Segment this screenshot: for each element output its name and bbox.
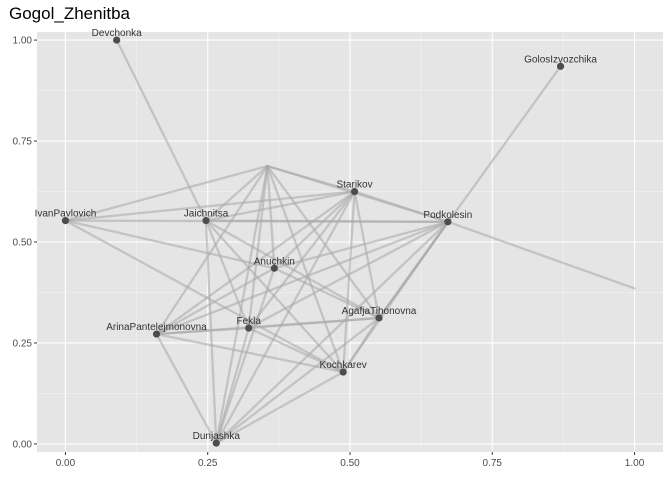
- grid-major: [37, 32, 663, 452]
- edge-Podkolesin-Anuchkin: [273, 220, 450, 270]
- node-GolosIzvozchika: [556, 62, 565, 70]
- node-label-Jaichnitsa: Jaichnitsa: [184, 209, 229, 220]
- edge-Podkolesin-Fekla: [247, 220, 450, 330]
- x-tick-label: 0.50: [340, 458, 360, 469]
- y-tick-label: 0.75: [13, 137, 33, 148]
- edge-Starikov-Dunjashka: [215, 190, 356, 445]
- edge-Podkolesin-Dunjashka: [215, 220, 450, 445]
- node-label-Podkolesin: Podkolesin: [423, 210, 472, 221]
- edge-Jaichnitsa-Starikov: [204, 190, 356, 222]
- node-Jaichnitsa: [202, 216, 210, 225]
- y-tick-label: 0.25: [13, 338, 33, 349]
- node-Dunjashka: [212, 439, 220, 447]
- node-Devchonka: [113, 36, 121, 44]
- node-Starikov: [350, 187, 359, 196]
- y-tick-label: 1.00: [13, 36, 33, 47]
- edge-IvanPavlovich-Starikov: [64, 190, 356, 222]
- edge-Starikov-Podkolesin: [353, 190, 450, 223]
- axis-ticks: [34, 39, 636, 455]
- edge-h1-ArinaPantelejmonovna: [155, 164, 269, 336]
- x-tick-label: 0.00: [56, 458, 76, 469]
- edge-h1-Fekla: [247, 164, 269, 330]
- edge-Fekla-Kochkarev: [247, 326, 345, 374]
- edge-Starikov-Anuchkin: [273, 190, 356, 270]
- node-label-layer: Devchonka GolosIzvozchika IvanPavlovich Jai…: [35, 28, 598, 442]
- edge-Starikov-Kochkarev: [342, 190, 356, 374]
- x-tick-label: 0.75: [483, 458, 503, 469]
- edge-IvanPavlovich-h1: [64, 164, 269, 222]
- x-tick-label: 1.00: [625, 458, 645, 469]
- edge-AgafjaTihonovna-Kochkarev: [342, 316, 381, 374]
- x-tick-label: 0.25: [198, 458, 218, 469]
- edge-Starikov-ArinaPantelejmonovna: [155, 190, 356, 336]
- edge-Jaichnitsa-AgafjaTihonovna: [204, 219, 381, 320]
- node-label-Dunjashka: Dunjashka: [193, 431, 241, 442]
- edge-Fekla-Dunjashka: [215, 326, 250, 445]
- node-label-Fekla: Fekla: [236, 316, 261, 327]
- node-label-Devchonka: Devchonka: [92, 28, 142, 39]
- node-layer: [61, 36, 565, 447]
- node-label-AgafjaTihonovna: AgafjaTihonovna: [342, 306, 417, 317]
- node-Anuchkin: [270, 264, 278, 272]
- node-label-IvanPavlovich: IvanPavlovich: [35, 209, 97, 220]
- edge-h1-Kochkarev: [266, 164, 345, 374]
- edge-Devchonka-Jaichnitsa: [115, 38, 208, 222]
- edge-Jaichnitsa-Dunjashka: [204, 219, 218, 445]
- edge-ArinaPantelejmonovna-Kochkarev: [155, 332, 345, 374]
- edge-ArinaPantelejmonovna-Dunjashka: [155, 332, 218, 445]
- node-label-Starikov: Starikov: [336, 180, 372, 191]
- node-label-ArinaPantelejmonovna: ArinaPantelejmonovna: [106, 322, 207, 333]
- node-label-Anuchkin: Anuchkin: [254, 256, 295, 267]
- edge-Podkolesin-h2: [446, 220, 636, 290]
- y-tick-label: 0.00: [13, 439, 33, 450]
- edge-AgafjaTihonovna-Dunjashka: [215, 316, 381, 445]
- edge-Anuchkin-AgafjaTihonovna: [273, 267, 381, 320]
- node-AgafjaTihonovna: [375, 314, 383, 322]
- edge-Jaichnitsa-Podkolesin: [204, 219, 450, 223]
- edge-h1-Dunjashka: [215, 164, 269, 445]
- edge-Fekla-ArinaPantelejmonovna: [155, 326, 250, 336]
- node-label-Kochkarev: Kochkarev: [320, 360, 367, 371]
- node-IvanPavlovich: [61, 216, 70, 225]
- edge-Kochkarev-Dunjashka: [215, 370, 345, 445]
- edge-Anuchkin-ArinaPantelejmonovna: [155, 267, 276, 336]
- axis-tick-labels: 0.00 0.25 0.50 0.75 1.00 0.00 0.25 0.50 0.75 1.00: [13, 36, 645, 469]
- edge-layer: [64, 38, 636, 445]
- edge-IvanPavlovich-Anuchkin: [64, 219, 276, 270]
- node-ArinaPantelejmonovna: [152, 330, 161, 338]
- edge-Podkolesin-ArinaPantelejmonovna: [155, 220, 450, 336]
- edge-h1-AgafjaTihonovna: [266, 164, 381, 320]
- edge-h1-Jaichnitsa: [204, 164, 269, 222]
- edge-IvanPavlovich-Kochkarev: [64, 219, 345, 374]
- y-tick-label: 0.50: [13, 238, 33, 249]
- edge-Jaichnitsa-Fekla: [204, 219, 250, 330]
- node-Fekla: [245, 324, 253, 332]
- chart-title: Gogol_Zhenitba: [9, 4, 130, 23]
- edge-Anuchkin-Dunjashka: [215, 267, 276, 445]
- edge-Starikov-AgafjaTihonovna: [353, 190, 381, 320]
- node-Kochkarev: [339, 368, 347, 376]
- node-Podkolesin: [444, 218, 452, 226]
- node-label-GolosIzvozchika: GolosIzvozchika: [524, 54, 597, 65]
